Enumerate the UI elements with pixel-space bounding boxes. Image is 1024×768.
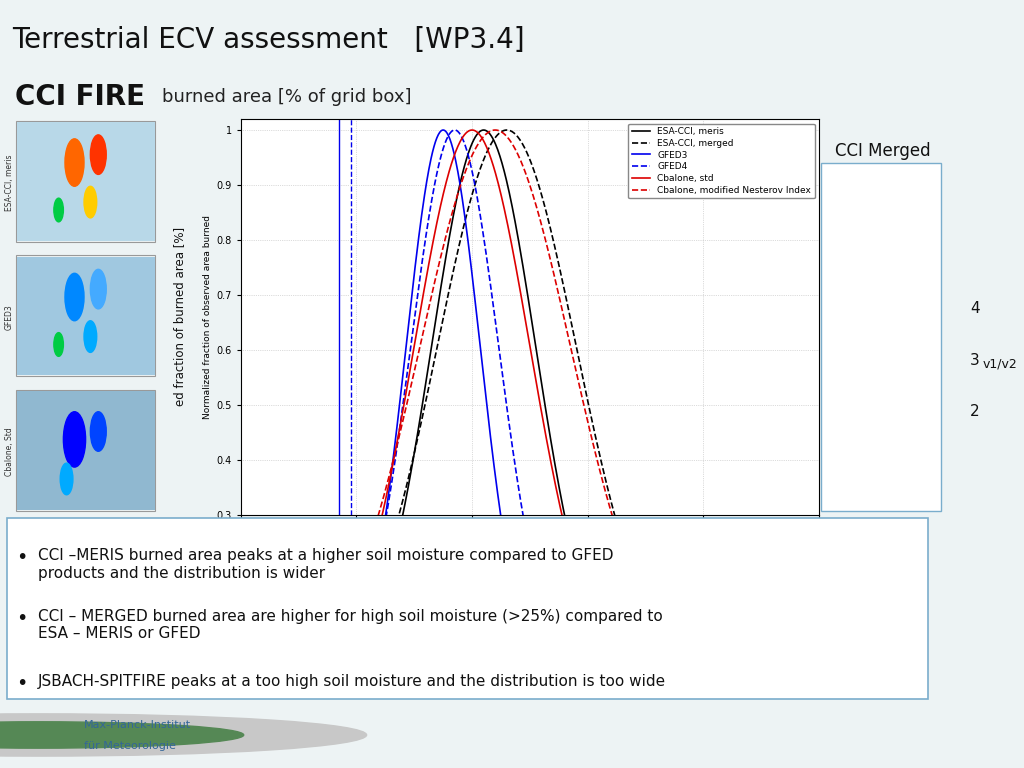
Text: GFED3: GFED3 [5, 304, 14, 329]
FancyBboxPatch shape [7, 518, 928, 699]
Bar [16, 391, 156, 510]
Text: 2: 2 [970, 404, 980, 419]
Circle shape [65, 273, 84, 321]
Text: JSBACH-SPITFIRE peaks at a too high soil moisture and the distribution is too wi: JSBACH-SPITFIRE peaks at a too high soil… [38, 674, 666, 690]
Circle shape [54, 198, 63, 222]
Y-axis label: Normalized fraction of observed area burned: Normalized fraction of observed area bur… [203, 215, 212, 419]
Circle shape [0, 713, 367, 756]
Text: Max-Planck-Institut: Max-Planck-Institut [84, 720, 191, 730]
Bar [16, 122, 156, 241]
Circle shape [90, 412, 106, 452]
Text: CCI FIRE: CCI FIRE [15, 83, 145, 111]
Text: Cbalone, Std: Cbalone, Std [5, 427, 14, 475]
Text: •: • [16, 608, 28, 627]
Circle shape [84, 187, 96, 218]
FancyBboxPatch shape [821, 163, 941, 511]
Text: CCI –MERIS burned area peaks at a higher soil moisture compared to GFED
products: CCI –MERIS burned area peaks at a higher… [38, 548, 613, 581]
Bar [16, 257, 156, 376]
Bar [15, 390, 156, 511]
Circle shape [63, 412, 86, 467]
Text: für Meteorologie: für Meteorologie [84, 741, 176, 751]
Text: ed fraction of burned area [%]: ed fraction of burned area [%] [173, 227, 186, 406]
Text: 3: 3 [970, 353, 980, 368]
Text: v1/v2: v1/v2 [982, 358, 1017, 371]
Circle shape [60, 463, 73, 495]
Bar [15, 121, 156, 242]
Circle shape [54, 333, 63, 356]
Circle shape [90, 135, 106, 174]
Legend: ESA-CCI, meris, ESA-CCI, merged, GFED3, GFED4, Cbalone, std, Cbalone, modified N: ESA-CCI, meris, ESA-CCI, merged, GFED3, … [629, 124, 815, 198]
Text: ESA-CCI, meris: ESA-CCI, meris [5, 154, 14, 210]
Bar [15, 256, 156, 376]
Text: CCI – MERGED burned area are higher for high soil moisture (>25%) compared to
ES: CCI – MERGED burned area are higher for … [38, 608, 663, 641]
Text: burned area [% of grid box]: burned area [% of grid box] [162, 88, 412, 106]
Circle shape [0, 722, 244, 748]
Circle shape [65, 139, 84, 187]
Text: Terrestrial ECV assessment   [WP3.4]: Terrestrial ECV assessment [WP3.4] [12, 25, 525, 54]
Circle shape [90, 270, 106, 309]
Text: 4: 4 [970, 301, 980, 316]
Circle shape [84, 321, 96, 353]
Text: •: • [16, 548, 28, 568]
Text: CCI Merged: CCI Merged [836, 141, 931, 160]
Text: •: • [16, 674, 28, 694]
